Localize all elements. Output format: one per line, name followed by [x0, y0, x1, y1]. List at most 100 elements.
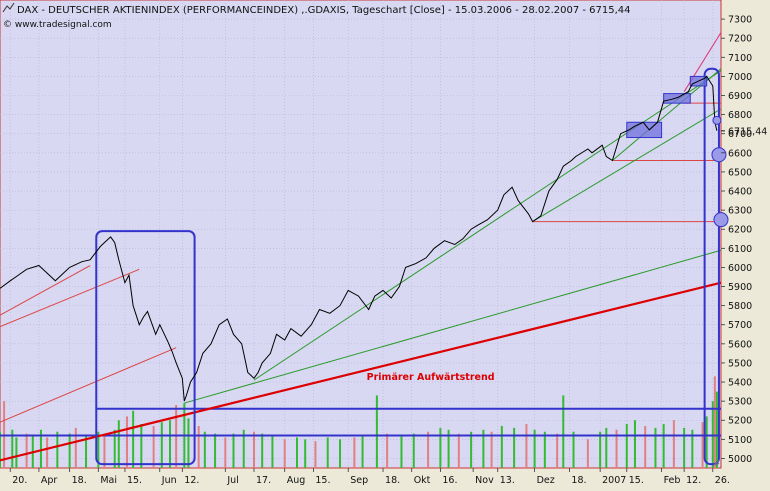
marker-6250: [713, 212, 729, 228]
volume-bar: [68, 433, 71, 468]
x-tick-label: 20.: [12, 475, 27, 486]
volume-bar: [326, 437, 329, 468]
last-value-label: 6715,44: [728, 126, 767, 137]
volume-bar: [74, 427, 77, 468]
volume-bar: [654, 427, 657, 468]
x-tick-label: 16.: [442, 475, 457, 486]
resize-grip-icon[interactable]: [712, 459, 720, 467]
x-tick-label: 12.: [184, 475, 199, 486]
markers: [711, 115, 729, 228]
x-tick-label: 15.: [127, 475, 142, 486]
volume-bar: [353, 437, 356, 468]
volume-bar: [314, 441, 317, 468]
x-axis: 20. Apr 18. Mai 15. Jun 12. Jul 17. Aug 15. Sep 18. O…: [9, 468, 730, 486]
volume-bar: [683, 427, 686, 468]
x-tick-label: 26.: [715, 475, 730, 486]
volume-bar: [543, 431, 546, 468]
x-tick-label: 15.: [315, 475, 330, 486]
volume-bar: [586, 439, 589, 468]
volume-bar: [296, 437, 299, 468]
x-tick-label: Nov: [475, 475, 494, 486]
x-tick-label: 18.: [72, 475, 87, 486]
volume-bar: [56, 431, 59, 468]
trend-line-green-long: [184, 249, 722, 404]
volume-bar: [513, 427, 516, 468]
volume-bar: [39, 429, 42, 468]
consolidation-feb-consolidation-1: [663, 93, 691, 104]
y-tick-label: 6500: [728, 167, 752, 178]
x-tick-label: Apr: [41, 475, 58, 486]
volume-bar: [0, 431, 1, 468]
marker-6590: [711, 147, 727, 163]
trend-line-red-lower: [0, 347, 177, 423]
y-tick-label: 6200: [728, 225, 752, 236]
y-tick-label: 6900: [728, 91, 752, 102]
volume-bar: [412, 433, 415, 468]
volume-bar: [427, 431, 430, 468]
volume-bar: [169, 420, 172, 468]
y-tick-label: 6400: [728, 187, 752, 198]
y-tick-label: 5700: [728, 320, 752, 331]
x-tick-label: Sep: [350, 475, 368, 486]
chart-title: DAX - DEUTSCHER AKTIENINDEX (PERFORMANCE…: [17, 5, 631, 16]
volume-bar: [672, 420, 675, 468]
x-tick-label: 18.: [571, 475, 586, 486]
price-series: [0, 75, 718, 402]
volume-bars: [0, 376, 718, 468]
y-tick-label: 5800: [728, 301, 752, 312]
volume-bar: [11, 429, 14, 468]
annotation-primary-trend: Primärer Aufwärtstrend: [367, 372, 495, 383]
y-tick-label: 7200: [728, 34, 752, 45]
y-tick-label: 5000: [728, 454, 752, 465]
volume-bar: [662, 424, 665, 468]
header: DAX - DEUTSCHER AKTIENINDEX (PERFORMANCE…: [2, 2, 631, 30]
volume-bar: [562, 395, 565, 468]
volume-bar: [117, 420, 120, 468]
volume-bar: [439, 427, 442, 468]
grid: [0, 0, 721, 468]
volume-bar: [400, 435, 403, 468]
price-line: [0, 75, 718, 402]
volume-bar: [705, 416, 708, 468]
trend-line-green-short: [532, 108, 722, 223]
y-tick-label: 6300: [728, 206, 752, 217]
volume-bar: [633, 420, 636, 468]
volume-bar: [556, 433, 559, 468]
marker-6770: [712, 115, 722, 125]
y-tick-label: 5500: [728, 358, 752, 369]
volume-bar: [232, 433, 235, 468]
volume-bar: [304, 439, 307, 468]
x-tick-label: 13.: [500, 475, 515, 486]
y-tick-label: 5900: [728, 282, 752, 293]
text-annotations: Primärer Aufwärtstrend: [367, 372, 495, 383]
volume-bar: [375, 395, 378, 468]
y-tick-label: 6700: [728, 129, 752, 140]
volume-bar: [152, 425, 155, 468]
y-tick-label: 6100: [728, 244, 752, 255]
volume-bar: [533, 429, 536, 468]
x-tick-label: Feb: [664, 475, 681, 486]
volume-bar: [25, 433, 28, 468]
y-tick-label: 6600: [728, 148, 752, 159]
trend-line-red-upper-2: [0, 268, 140, 328]
volume-bar: [599, 431, 602, 468]
volume-bar: [261, 433, 264, 468]
volume-bar: [482, 429, 485, 468]
volume-bar: [605, 427, 608, 468]
chart-source: © www.tradesignal.com: [3, 20, 112, 30]
volume-bar: [85, 435, 88, 468]
volume-bar: [224, 437, 227, 468]
y-tick-label: 6800: [728, 110, 752, 121]
horizontal-lines: [0, 102, 721, 437]
volume-bar: [490, 431, 493, 468]
x-tick-label: 18.: [385, 475, 400, 486]
volume-bar: [97, 431, 100, 468]
volume-bar: [15, 437, 18, 468]
x-tick-label: 2007: [602, 475, 626, 486]
y-tick-label: 5400: [728, 378, 752, 389]
volume-bar: [271, 435, 274, 468]
chart-type-icon: [2, 2, 15, 13]
volume-bar: [386, 433, 389, 468]
volume-bar: [242, 429, 245, 468]
